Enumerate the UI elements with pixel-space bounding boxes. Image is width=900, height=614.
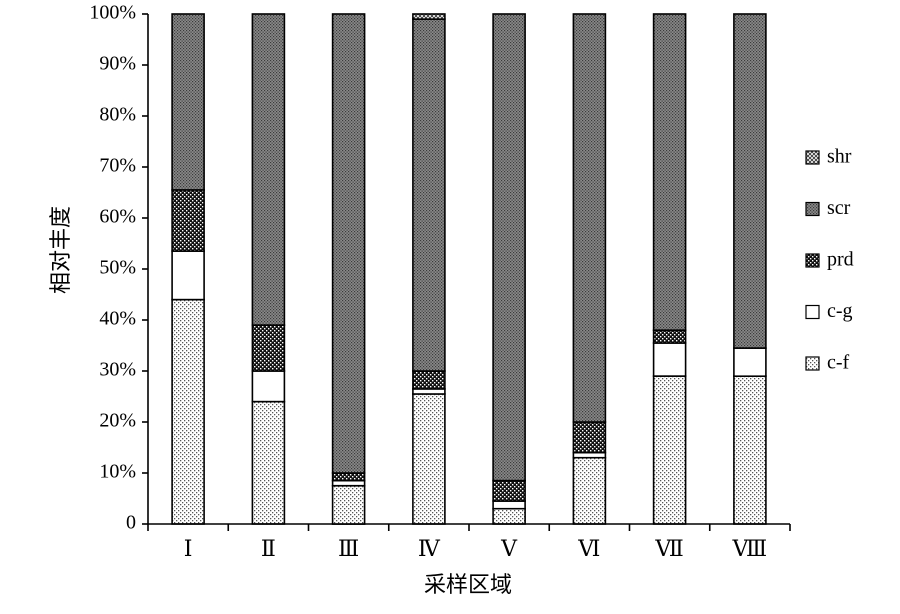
bar-segment-prd bbox=[652, 329, 687, 344]
bar-segment-c-g bbox=[492, 500, 526, 510]
bar-group bbox=[171, 13, 205, 525]
bar-segment-prd bbox=[171, 189, 205, 252]
legend-label: scr bbox=[827, 197, 851, 219]
bar-group bbox=[652, 13, 687, 525]
bar-group bbox=[412, 13, 446, 525]
y-tick-label: 0 bbox=[126, 512, 136, 534]
bar-segment-scr bbox=[572, 13, 607, 423]
legend-item-shr: shr bbox=[805, 146, 852, 168]
legend: shr scr prd c-g c-f bbox=[805, 146, 854, 374]
x-tick-label: Ⅷ bbox=[732, 536, 768, 561]
x-tick-label: Ⅶ bbox=[654, 536, 683, 561]
x-tick-label: Ⅱ bbox=[261, 536, 276, 561]
y-tick-label: 80% bbox=[99, 104, 136, 126]
legend-swatch bbox=[805, 253, 820, 268]
y-tick-label: 30% bbox=[99, 359, 136, 381]
bar-segment-prd bbox=[331, 472, 366, 482]
y-axis-title: 相对丰度 bbox=[49, 206, 74, 294]
y-tick-label: 70% bbox=[99, 155, 136, 177]
x-tick-label: Ⅵ bbox=[577, 536, 600, 561]
bars-layer bbox=[171, 13, 767, 525]
legend-item-c-g: c-g bbox=[805, 300, 853, 322]
bar-segment-prd bbox=[492, 479, 526, 502]
bar-segment-c-g bbox=[251, 370, 286, 403]
bar-segment-c-f bbox=[492, 507, 526, 525]
y-tick-label: 20% bbox=[99, 410, 136, 432]
legend-item-scr: scr bbox=[805, 197, 851, 219]
legend-item-c-f: c-f bbox=[805, 352, 850, 374]
x-axis-title: 采样区域 bbox=[424, 573, 512, 598]
x-tick-label: Ⅳ bbox=[418, 536, 441, 561]
bar-segment-c-g bbox=[733, 347, 767, 378]
legend-swatch bbox=[805, 201, 820, 217]
bar-segment-scr bbox=[492, 13, 526, 482]
bar-segment-scr bbox=[733, 13, 767, 349]
bar-segment-scr bbox=[652, 13, 687, 332]
y-tick-label: 10% bbox=[99, 461, 136, 483]
bar-segment-c-f bbox=[171, 298, 205, 525]
bar-group bbox=[733, 13, 767, 525]
x-tick-label: Ⅰ bbox=[184, 536, 193, 561]
legend-label: c-g bbox=[827, 300, 853, 322]
bar-segment-scr bbox=[331, 13, 366, 474]
y-tick-label: 50% bbox=[99, 257, 136, 279]
bar-segment-shr bbox=[412, 13, 446, 20]
bar-segment-c-f bbox=[652, 375, 687, 525]
y-tick-label: 60% bbox=[99, 206, 136, 228]
bar-group bbox=[572, 13, 607, 525]
bar-segment-prd bbox=[251, 324, 286, 372]
bar-segment-scr bbox=[251, 13, 286, 326]
legend-label: c-f bbox=[827, 352, 850, 374]
legend-swatch bbox=[805, 356, 820, 371]
bar-segment-scr bbox=[412, 18, 446, 372]
axes-layer: 0 10% 20% 30% 40% 50% 60% 70% 80% 90% 100% Ⅰ Ⅱ Ⅲ Ⅳ Ⅴ Ⅵ Ⅶ Ⅷ bbox=[89, 2, 791, 561]
bar-segment-c-f bbox=[733, 375, 767, 525]
legend-swatch bbox=[805, 150, 820, 165]
bar-segment-c-g bbox=[652, 342, 687, 377]
bar-group bbox=[331, 13, 366, 525]
x-tick-label: Ⅲ bbox=[338, 536, 359, 561]
y-tick-label: 40% bbox=[99, 308, 136, 330]
bar-group bbox=[492, 13, 526, 525]
legend-label: prd bbox=[827, 249, 854, 271]
bar-segment-c-g bbox=[171, 250, 205, 301]
bar-segment-c-f bbox=[412, 393, 446, 525]
y-tick-label: 100% bbox=[89, 2, 136, 24]
bar-segment-c-f bbox=[251, 400, 286, 525]
legend-item-prd: prd bbox=[805, 249, 854, 271]
x-tick-label: Ⅴ bbox=[500, 536, 518, 561]
bar-segment-c-f bbox=[572, 456, 607, 525]
bar-segment-c-f bbox=[331, 484, 366, 525]
bar-segment-scr bbox=[171, 13, 205, 191]
bar-group bbox=[251, 13, 286, 525]
bar-segment-prd bbox=[412, 370, 446, 390]
y-tick-label: 90% bbox=[99, 53, 136, 75]
legend-swatch bbox=[805, 304, 820, 320]
bar-segment-prd bbox=[572, 421, 607, 454]
legend-label: shr bbox=[827, 146, 852, 168]
